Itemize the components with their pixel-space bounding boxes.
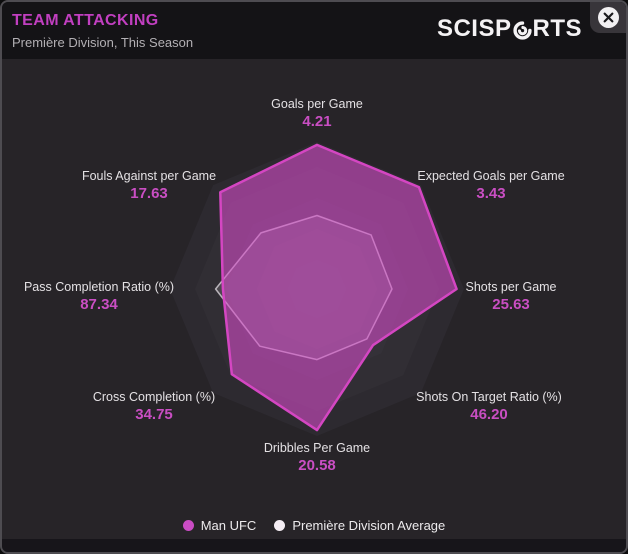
chart-legend: Man UFC Première Division Average	[2, 518, 626, 533]
axis-label: Shots per Game	[465, 280, 557, 294]
axis-value: 34.75	[135, 406, 173, 423]
axis-expected-goals: Expected Goals per Game 3.43	[417, 169, 564, 202]
axis-value: 3.43	[476, 185, 506, 202]
axis-dribbles: Dribbles Per Game 20.58	[264, 441, 370, 474]
close-button[interactable]	[590, 2, 626, 33]
axis-value: 17.63	[130, 185, 168, 202]
axis-label: Expected Goals per Game	[417, 169, 565, 183]
axis-shots-on-target: Shots On Target Ratio (%) 46.20	[416, 390, 562, 423]
average-polygon	[214, 214, 393, 361]
axis-value: 87.34	[80, 296, 118, 313]
axis-pass-completion: Pass Completion Ratio (%) 87.34	[24, 280, 174, 313]
grid-ring	[287, 259, 347, 319]
axis-value: 46.20	[470, 406, 508, 423]
axis-goals-per-game: Goals per Game 4.21	[271, 97, 363, 130]
page-title: TEAM ATTACKING	[12, 12, 159, 29]
axis-label: Goals per Game	[271, 97, 363, 111]
close-icon	[597, 7, 619, 28]
legend-label: Man UFC	[200, 518, 257, 533]
logo-text-left: SCISP	[436, 15, 512, 42]
grid-ring	[225, 197, 409, 381]
axis-value: 4.21	[302, 113, 332, 130]
grid-ring	[195, 167, 439, 411]
average-color-dot-icon	[274, 520, 286, 531]
swirl-o-icon	[512, 19, 533, 40]
axis-label: Shots On Target Ratio (%)	[416, 390, 562, 404]
axis-label: Fouls Against per Game	[81, 169, 217, 183]
axis-cross-completion: Cross Completion (%) 34.75	[93, 390, 215, 423]
logo-text-right: RTS	[532, 15, 582, 42]
axis-fouls-against: Fouls Against per Game 17.63	[82, 169, 216, 202]
team-color-dot-icon	[182, 520, 194, 531]
bottom-bar	[2, 539, 626, 552]
grid-ring	[256, 228, 378, 350]
axis-label: Dribbles Per Game	[263, 441, 371, 455]
legend-item-team: Man UFC	[182, 518, 257, 533]
scisports-logo: SCISP RTS	[437, 15, 582, 43]
panel-header: TEAM ATTACKING Première Division, This S…	[2, 2, 626, 59]
axis-label: Cross Completion (%)	[92, 390, 216, 404]
legend-label: Première Division Average	[292, 518, 446, 533]
axis-value: 25.63	[492, 296, 530, 313]
axis-value: 20.58	[298, 457, 336, 474]
axis-label: Pass Completion Ratio (%)	[23, 280, 175, 294]
legend-item-average: Première Division Average	[274, 518, 445, 533]
axis-shots-per-game: Shots per Game 25.63	[465, 280, 556, 313]
page-subtitle: Première Division, This Season	[12, 35, 194, 50]
